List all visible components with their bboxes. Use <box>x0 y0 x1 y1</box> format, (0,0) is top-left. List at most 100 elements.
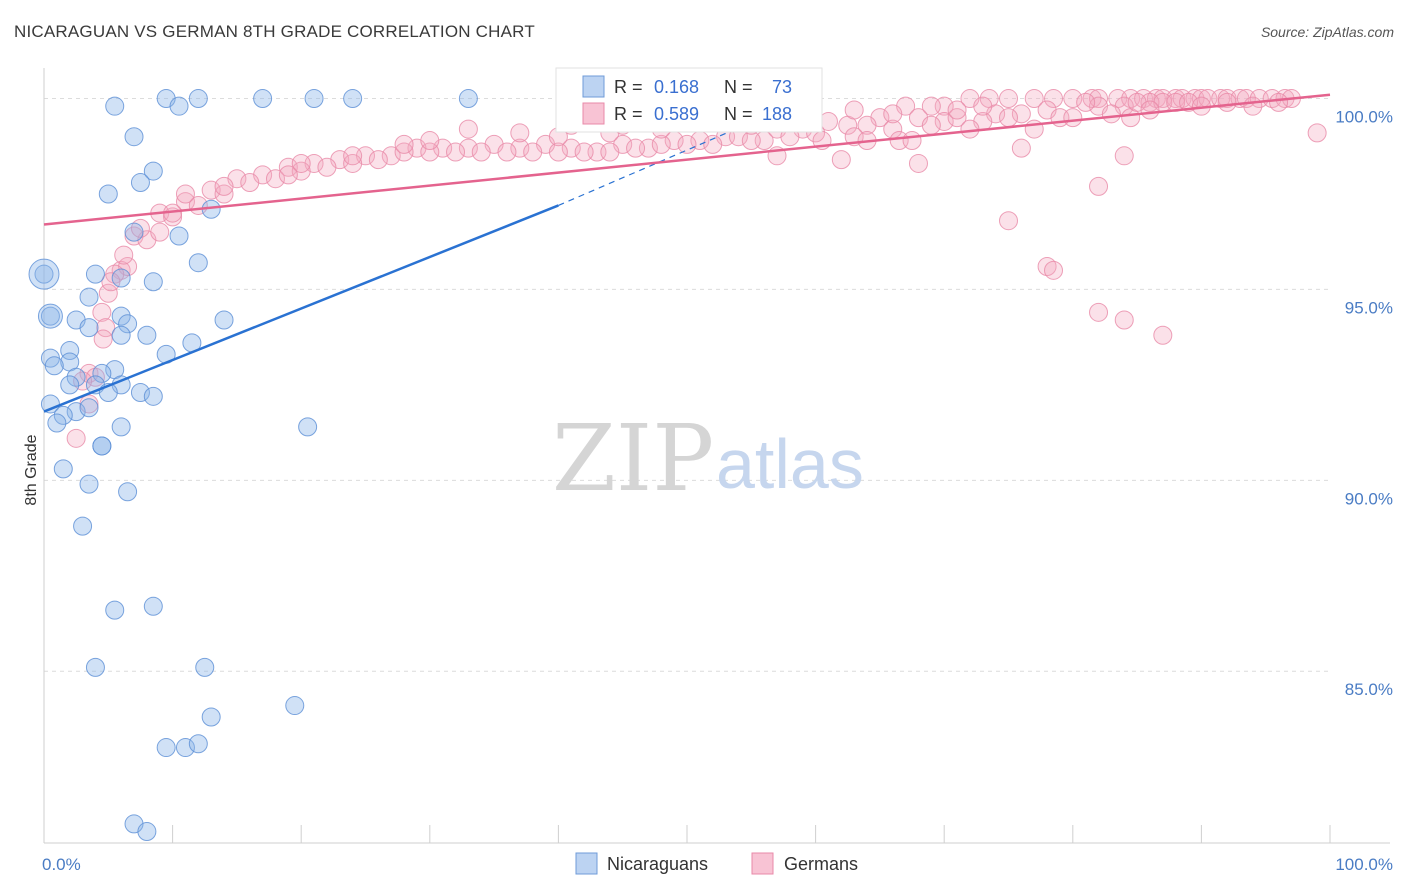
nicaraguans-swatch <box>575 852 598 875</box>
germans-point <box>1217 92 1237 112</box>
nicaraguans-point <box>60 375 80 395</box>
germans-point <box>291 161 311 181</box>
germans-point <box>201 180 221 200</box>
germans-point <box>574 142 594 162</box>
germans-point <box>240 173 260 193</box>
germans-point <box>278 157 298 177</box>
germans-point <box>703 134 723 154</box>
axes <box>43 68 1390 844</box>
x-tick-label: 0.0% <box>42 855 81 874</box>
chart-title: NICARAGUAN VS GERMAN 8TH GRADE CORRELATI… <box>14 22 535 41</box>
germans-point <box>458 138 478 158</box>
nicaraguans-point <box>66 367 86 387</box>
germans-point <box>150 222 170 242</box>
nicaraguans-point <box>143 386 163 406</box>
germans-n-value: 188 <box>762 104 792 124</box>
germans-point <box>947 100 967 120</box>
germans-point <box>1089 176 1109 196</box>
germans-point <box>1044 260 1064 280</box>
nicaraguans-point <box>73 516 93 536</box>
y-tick-label: 100.0% <box>1335 108 1393 127</box>
nicaraguans-point <box>304 89 324 109</box>
nicaraguans-point <box>37 303 63 329</box>
nicaraguans-point <box>118 314 138 334</box>
germans-point <box>96 318 116 338</box>
y-axis-label: 8th Grade <box>23 434 40 505</box>
germans-point <box>420 142 440 162</box>
nicaraguans-point <box>85 657 105 677</box>
nicaraguans-point <box>124 127 144 147</box>
germans-point <box>343 153 363 173</box>
germans-point <box>999 89 1018 109</box>
nicaraguans-r-label: R = <box>614 77 643 97</box>
germans-point <box>291 153 311 173</box>
germans-point <box>1011 138 1031 158</box>
germans-point <box>600 142 620 162</box>
germans-point <box>1243 96 1263 116</box>
nicaraguans-point <box>111 268 131 288</box>
germans-point <box>1269 92 1289 112</box>
nicaraguans-point <box>79 287 99 307</box>
germans-point <box>523 142 543 162</box>
nicaraguans-point <box>188 89 208 109</box>
nicaraguans-point <box>111 325 131 345</box>
germans-point <box>175 184 195 204</box>
germans-point <box>1076 92 1096 112</box>
nicaraguans-point <box>285 696 305 716</box>
germans-point <box>497 142 517 162</box>
nicaraguans-point <box>130 383 150 403</box>
nicaraguans-point <box>195 657 215 677</box>
germans-point <box>214 176 234 196</box>
watermark-zip: ZIP <box>552 405 714 512</box>
y-tick-label: 85.0% <box>1345 680 1393 699</box>
nicaraguans-point <box>79 318 99 338</box>
germans-legend-swatch <box>582 102 605 125</box>
nicaraguans-point <box>124 222 144 242</box>
nicaraguans-point <box>111 417 131 437</box>
nicaraguans-point <box>105 600 125 620</box>
germans-point <box>844 100 864 120</box>
germans-point <box>420 131 440 151</box>
nicaraguans-point <box>175 738 195 758</box>
nicaraguans-point <box>105 96 125 116</box>
nicaraguans-point <box>53 459 73 479</box>
watermark-atlas: atlas <box>716 425 864 503</box>
germans-point <box>114 245 134 265</box>
nicaraguans-point <box>98 184 118 204</box>
nicaraguans-point <box>169 226 189 246</box>
nicaraguans-point <box>169 96 189 116</box>
germans-point <box>458 119 478 139</box>
germans-point <box>902 131 922 151</box>
source-label: Source: ZipAtlas.com <box>1260 24 1394 40</box>
germans-point <box>101 272 121 292</box>
nicaraguans-point <box>44 356 64 376</box>
germans-swatch <box>751 852 774 875</box>
germans-point <box>1101 104 1121 124</box>
nicaraguans-point <box>214 310 234 330</box>
germans-point <box>1063 108 1083 128</box>
nicaraguans-point <box>201 707 221 727</box>
nicaraguans-point <box>143 272 163 292</box>
germans-point <box>510 123 530 143</box>
germans-point <box>214 184 234 204</box>
nicaraguans-point <box>28 258 60 290</box>
germans-r-value: 0.589 <box>654 104 699 124</box>
germans-point <box>394 134 414 154</box>
germans-point <box>857 115 877 135</box>
nicaraguans-point <box>156 738 176 758</box>
nicaraguans-point <box>53 405 73 425</box>
nicaraguans-n-label: N = <box>724 77 753 97</box>
nicaraguans-point <box>85 264 105 284</box>
germans-point <box>265 169 285 189</box>
nicaraguans-point <box>34 264 54 284</box>
nicaraguans-point <box>92 363 112 383</box>
germans-point <box>1089 302 1109 322</box>
nicaraguans-point <box>298 417 318 437</box>
nicaraguans-point <box>92 436 112 456</box>
germans-point <box>343 146 363 166</box>
nicaraguans-n-value: 73 <box>772 77 792 97</box>
germans-point <box>471 142 491 162</box>
nicaraguans-point <box>79 474 99 494</box>
germans-point <box>831 150 851 170</box>
germans-point <box>960 119 980 139</box>
